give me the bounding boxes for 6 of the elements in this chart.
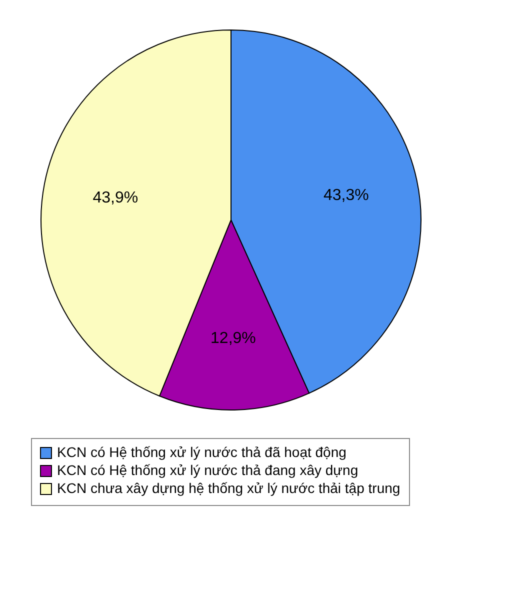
legend-label: KCN chưa xây dựng hệ thống xử lý nước thải tập trung [57, 480, 400, 496]
legend-label: KCN có Hệ thống xử lý nước thả đã hoạt động [57, 444, 346, 460]
legend-label: KCN có Hệ thống xử lý nước thả đang xây dựng [57, 462, 358, 478]
data-label: 43,9% [92, 189, 138, 206]
data-label: 43,3% [323, 187, 369, 204]
data-label: 12,9% [210, 330, 256, 347]
